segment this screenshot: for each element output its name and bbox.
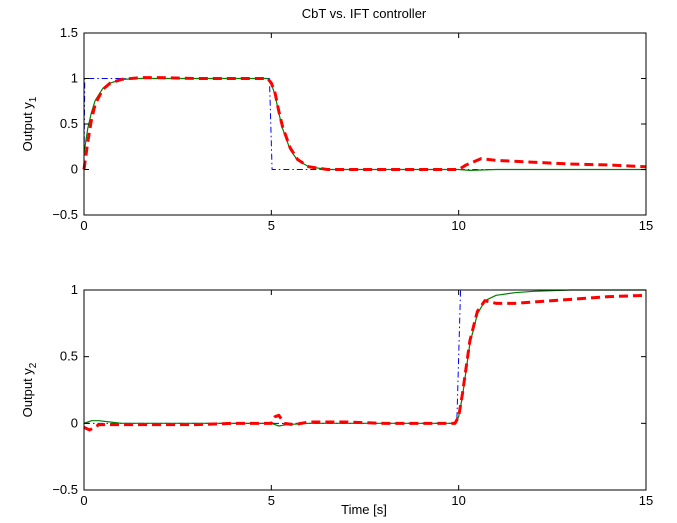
top-series-line-3 [82, 76, 647, 171]
top-series-group [82, 76, 647, 172]
bottom-x-tick-label: 5 [268, 493, 275, 508]
bottom-x-tick-label: 10 [451, 493, 465, 508]
top-y-tick-label: 0.5 [60, 116, 78, 131]
top-y-axis-label-subscript: 1 [28, 96, 39, 102]
top-ticks-group: 0 5 10 15−0.500.511.5 [52, 25, 653, 233]
top-y-tick-label: 1 [71, 71, 78, 86]
bottom-y-axis-label-main: Output y [20, 368, 35, 418]
x-axis-label: Time [s] [341, 502, 387, 517]
top-y-axis-label-main: Output y [20, 102, 35, 152]
top-x-tick-label: 15 [639, 218, 653, 233]
top-y-tick-label: 0 [71, 162, 78, 177]
bottom-x-tick-label: 0 [80, 493, 87, 508]
top-y-axis-label: Output y1 [20, 96, 39, 151]
bottom-y-tick-label: 0.5 [60, 349, 78, 364]
bottom-x-tick-label: 15 [639, 493, 653, 508]
bottom-series-line-3 [83, 293, 647, 432]
bottom-y-tick-label: 1 [71, 282, 78, 297]
chart-title: CbT vs. IFT controller [302, 6, 427, 21]
top-panel: 0 5 10 15−0.500.511.5 Output y1 [20, 25, 653, 233]
bottom-y-axis-label: Output y2 [20, 362, 39, 417]
top-x-tick-label: 5 [268, 218, 275, 233]
bottom-y-tick-label: −0.5 [52, 482, 78, 497]
top-y-tick-label: 1.5 [60, 25, 78, 40]
bottom-ticks-group: 0 5 10 15−0.500.51 [52, 282, 653, 508]
top-x-tick-label: 0 [80, 218, 87, 233]
bottom-y-axis-label-subscript: 2 [28, 362, 39, 368]
top-x-tick-label: 10 [451, 218, 465, 233]
bottom-y-tick-label: 0 [71, 415, 78, 430]
bottom-plot-frame [83, 289, 647, 491]
top-y-tick-label: −0.5 [52, 207, 78, 222]
bottom-panel: 0 5 10 15−0.500.51 Output y2 Time [s] [20, 282, 653, 517]
